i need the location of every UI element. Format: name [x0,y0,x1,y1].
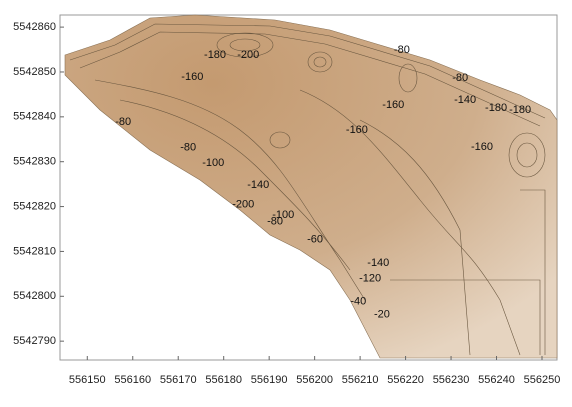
y-tick-label: 5542820 [13,200,56,212]
contour-label: -140 [247,179,269,191]
contour-label: -80 [452,72,468,84]
x-tick-label: 556170 [160,374,197,386]
contour-label: -20 [374,309,390,321]
contour-label: -180 [509,104,531,116]
contour-label: -200 [237,49,259,61]
contour-label: -160 [346,124,368,136]
y-tick-label: 5542810 [13,245,56,257]
contour-label: -160 [471,141,493,153]
contour-label: -80 [394,44,410,56]
x-tick-label: 556230 [433,374,470,386]
contour-label: -80 [180,142,196,154]
x-tick-label: 556180 [205,374,242,386]
contour-label: -160 [181,71,203,83]
y-tick-label: 5542840 [13,111,56,123]
x-tick-label: 556150 [69,374,106,386]
x-tick-label: 556220 [387,374,424,386]
y-tick-label: 5542800 [13,290,56,302]
contour-region [64,14,558,359]
contour-label: -140 [367,257,389,269]
contour-label: -100 [272,209,294,221]
contour-label: -80 [115,116,131,128]
contour-label: -160 [382,99,404,111]
x-tick-label: 556160 [114,374,151,386]
contour-fill [64,14,558,359]
contour-label: -40 [350,296,366,308]
x-tick-label: 556200 [296,374,333,386]
x-tick-label: 556250 [524,374,561,386]
contour-label: -180 [204,49,226,61]
y-tick-label: 5542860 [13,21,56,33]
y-tick-label: 5542790 [13,335,56,347]
y-tick-label: 5542830 [13,156,56,168]
contour-label: -120 [359,273,381,285]
contour-lines [69,23,546,356]
x-tick-label: 556210 [342,374,379,386]
contour-label: -100 [202,157,224,169]
contour-label: -200 [232,199,254,211]
contour-label: -60 [307,234,323,246]
contour-label: -140 [454,94,476,106]
x-tick-label: 556190 [251,374,288,386]
x-tick-label: 556240 [478,374,515,386]
y-tick-label: 5542850 [13,66,56,78]
contour-label: -180 [485,102,507,114]
contour-label: -80 [267,216,283,228]
